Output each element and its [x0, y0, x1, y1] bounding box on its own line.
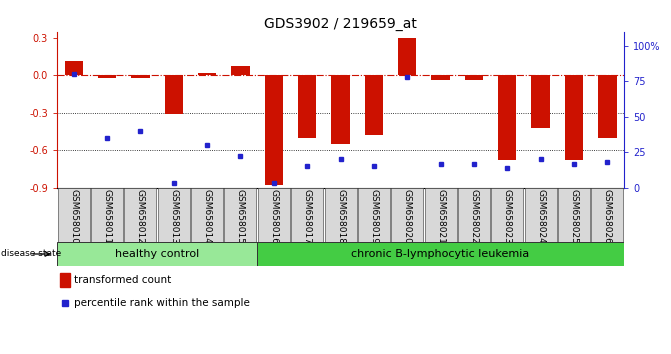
- Bar: [98, 75, 116, 78]
- Bar: [64, 61, 83, 75]
- Bar: [491, 188, 523, 242]
- Text: GSM658011: GSM658011: [103, 189, 111, 244]
- Bar: [158, 188, 190, 242]
- Title: GDS3902 / 219659_at: GDS3902 / 219659_at: [264, 17, 417, 31]
- Bar: [358, 188, 390, 242]
- Text: GSM658022: GSM658022: [470, 189, 478, 244]
- Text: GSM658024: GSM658024: [536, 189, 545, 244]
- Bar: [58, 188, 90, 242]
- Bar: [465, 75, 483, 80]
- Bar: [558, 188, 590, 242]
- Bar: [598, 75, 617, 138]
- Text: healthy control: healthy control: [115, 249, 199, 259]
- Bar: [164, 75, 183, 114]
- Text: GSM658026: GSM658026: [603, 189, 612, 244]
- Bar: [431, 75, 450, 80]
- Text: GSM658015: GSM658015: [236, 189, 245, 244]
- Text: GSM658018: GSM658018: [336, 189, 345, 244]
- Text: GSM658019: GSM658019: [369, 189, 378, 244]
- Text: GSM658013: GSM658013: [169, 189, 178, 244]
- Text: chronic B-lymphocytic leukemia: chronic B-lymphocytic leukemia: [352, 249, 529, 259]
- Bar: [391, 188, 423, 242]
- Text: GSM658014: GSM658014: [203, 189, 211, 244]
- Bar: [531, 75, 550, 128]
- Text: disease state: disease state: [1, 250, 61, 258]
- Text: GSM658012: GSM658012: [136, 189, 145, 244]
- Bar: [258, 188, 290, 242]
- Text: transformed count: transformed count: [74, 275, 171, 285]
- Bar: [425, 188, 456, 242]
- Text: GSM658016: GSM658016: [269, 189, 278, 244]
- Bar: [298, 75, 316, 138]
- Bar: [198, 73, 216, 75]
- Bar: [231, 65, 250, 75]
- Text: percentile rank within the sample: percentile rank within the sample: [74, 298, 250, 308]
- Text: GSM658021: GSM658021: [436, 189, 445, 244]
- Bar: [124, 188, 156, 242]
- Bar: [458, 188, 490, 242]
- Bar: [525, 188, 557, 242]
- Bar: [57, 242, 257, 266]
- Text: GSM658025: GSM658025: [570, 189, 578, 244]
- Bar: [325, 188, 356, 242]
- Bar: [225, 188, 256, 242]
- Text: GSM658010: GSM658010: [69, 189, 79, 244]
- Bar: [60, 273, 70, 287]
- Bar: [565, 75, 583, 160]
- Bar: [291, 188, 323, 242]
- Bar: [257, 242, 624, 266]
- Bar: [331, 75, 350, 144]
- Text: GSM658023: GSM658023: [503, 189, 512, 244]
- Text: GSM658020: GSM658020: [403, 189, 412, 244]
- Bar: [498, 75, 517, 160]
- Bar: [191, 188, 223, 242]
- Bar: [398, 38, 417, 75]
- Bar: [591, 188, 623, 242]
- Bar: [91, 188, 123, 242]
- Bar: [365, 75, 383, 135]
- Bar: [264, 75, 283, 185]
- Bar: [132, 75, 150, 78]
- Text: GSM658017: GSM658017: [303, 189, 312, 244]
